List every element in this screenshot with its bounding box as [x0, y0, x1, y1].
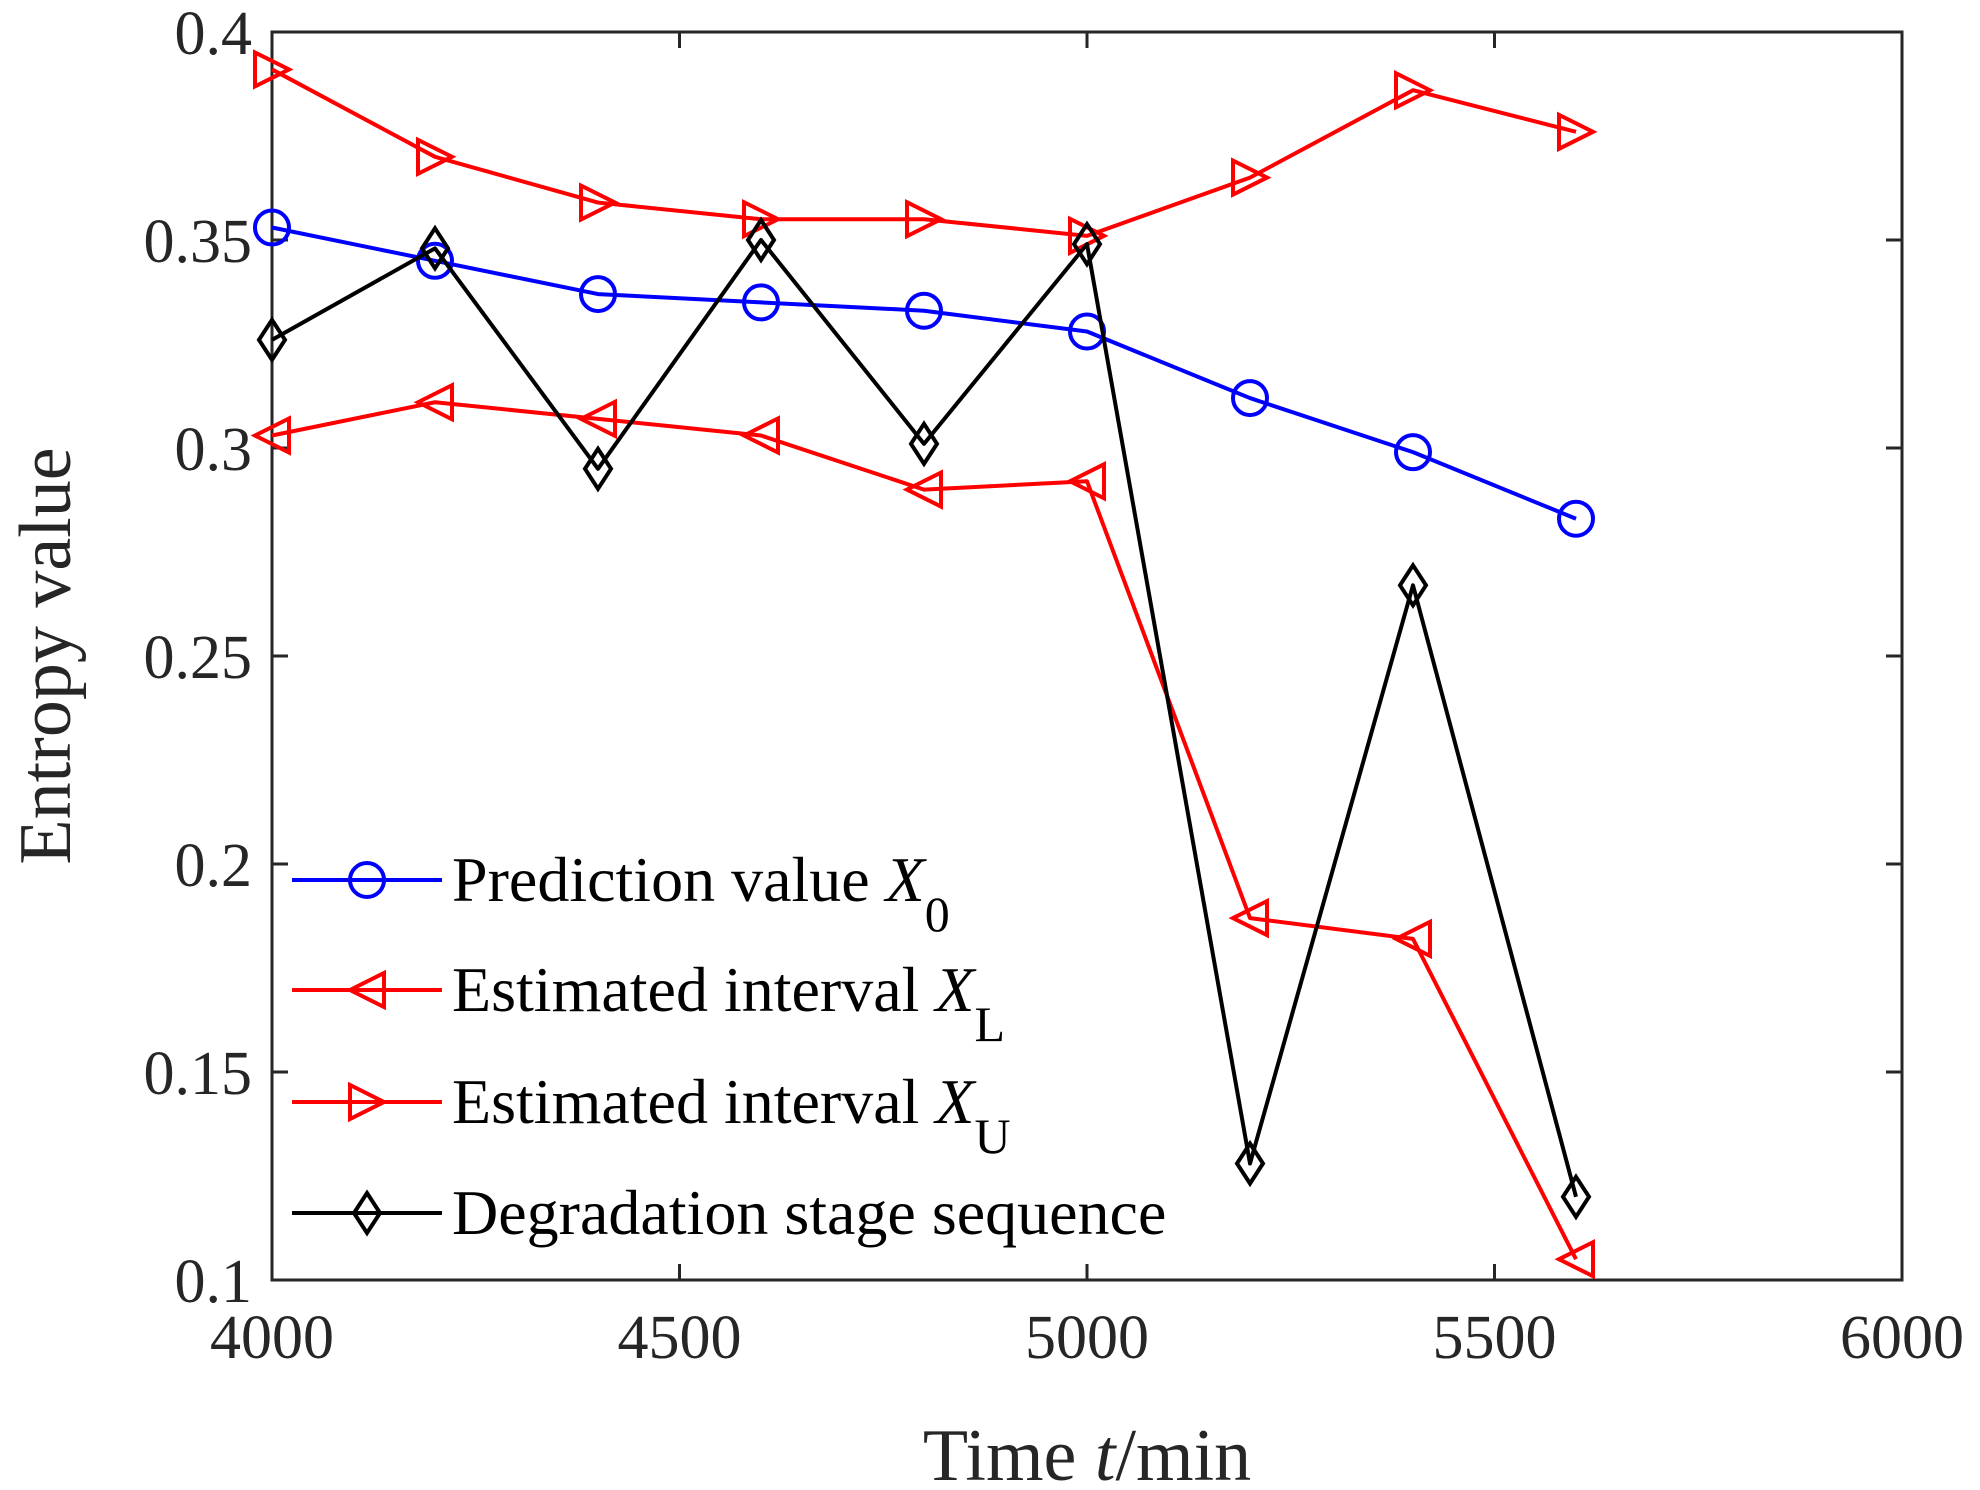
x-axis-title-variable: t: [1095, 1415, 1118, 1490]
legend-label: Prediction value X0: [452, 844, 950, 942]
data-point: [742, 283, 780, 322]
data-point: [1234, 1139, 1266, 1188]
axis-ticks: 4000 4500 5000 5500 6000 0.1 0.15 0.2 0.25 0.3 0.3…: [144, 0, 1965, 1372]
data-point: [908, 420, 940, 468]
legend-label-subscript: U: [975, 1108, 1011, 1164]
x-tick-label: 4000: [210, 1304, 334, 1372]
data-point: [742, 198, 783, 240]
data-point: [1394, 433, 1432, 472]
y-tick-label: 0.35: [144, 208, 253, 276]
legend-entry: Estimated interval XU: [292, 1066, 1011, 1164]
legend-label-variable: X: [932, 954, 977, 1025]
legend-label-text: Degradation stage sequence: [452, 1177, 1166, 1248]
y-tick-label: 0.25: [144, 624, 253, 692]
x-axis-title-prefix: Time: [923, 1415, 1095, 1490]
series-line: [271, 400, 1578, 1261]
data-point: [416, 241, 454, 280]
data-point: [416, 136, 457, 178]
y-tick-label: 0.4: [175, 0, 253, 68]
data-point: [253, 208, 291, 247]
legend-marker: [351, 1189, 383, 1237]
data-point: [1228, 897, 1269, 939]
data-point: [579, 182, 620, 223]
x-tick-label: 4500: [618, 1304, 742, 1372]
data-point: [582, 445, 614, 493]
legend-entry: Degradation stage sequence: [292, 1177, 1166, 1248]
legend-entry: Prediction value X0: [292, 844, 950, 942]
series-line: [271, 238, 1578, 1198]
data-point: [256, 316, 288, 364]
y-axis-title: Entropy value: [5, 447, 87, 864]
legend-label-text: Estimated interval: [452, 954, 935, 1025]
legend-label-text: Estimated interval: [452, 1066, 935, 1137]
series-4: [256, 216, 1592, 1221]
data-point: [1065, 461, 1106, 502]
x-axis-title-suffix: /min: [1115, 1415, 1251, 1490]
plot-area: [270, 30, 1904, 1282]
data-point: [1397, 561, 1429, 609]
series-line: [271, 225, 1577, 521]
legend-label-variable: X: [932, 1066, 977, 1137]
legend-label-subscript: L: [975, 996, 1006, 1052]
series-layer: [250, 49, 1598, 1280]
data-point: [905, 198, 946, 240]
legend-label: Estimated interval XL: [452, 954, 1005, 1052]
data-point: [1231, 157, 1272, 198]
data-point: [1231, 379, 1269, 418]
x-tick-label: 5500: [1433, 1304, 1557, 1372]
legend-entry: Estimated interval XL: [292, 954, 1005, 1052]
data-point: [1557, 499, 1595, 538]
y-tick-label: 0.2: [175, 832, 253, 900]
legend-label-subscript: 0: [925, 886, 950, 942]
data-point: [1071, 220, 1103, 268]
series-2: [250, 382, 1595, 1280]
legend-label: Estimated interval XU: [452, 1066, 1011, 1164]
x-axis-title: Time t/min: [923, 1415, 1251, 1490]
legend-label-text: Prediction value: [452, 844, 886, 915]
legend-label: Degradation stage sequence: [452, 1177, 1166, 1248]
x-tick-label: 6000: [1840, 1304, 1964, 1372]
data-point: [902, 469, 943, 510]
legend-marker: [348, 1081, 389, 1123]
data-point: [419, 224, 451, 272]
data-point: [576, 398, 617, 440]
data-point: [1391, 918, 1432, 960]
data-point: [1557, 111, 1598, 153]
data-point: [1560, 1173, 1592, 1221]
series-line: [271, 67, 1577, 238]
y-tick-label: 0.15: [144, 1040, 253, 1108]
data-point: [253, 49, 294, 90]
data-point: [250, 415, 291, 456]
data-point: [745, 216, 777, 264]
data-point: [1394, 70, 1435, 111]
data-point: [905, 291, 943, 330]
legend-marker: [345, 969, 386, 1011]
x-tick-label: 5000: [1025, 1304, 1149, 1372]
y-tick-label: 0.1: [175, 1248, 253, 1316]
legend-marker: [348, 861, 386, 899]
data-point: [739, 415, 780, 456]
y-tick-label: 0.3: [175, 416, 253, 484]
data-point: [579, 275, 617, 314]
data-point: [413, 382, 454, 423]
data-point: [1554, 1238, 1595, 1280]
legend-label-variable: X: [883, 844, 928, 915]
